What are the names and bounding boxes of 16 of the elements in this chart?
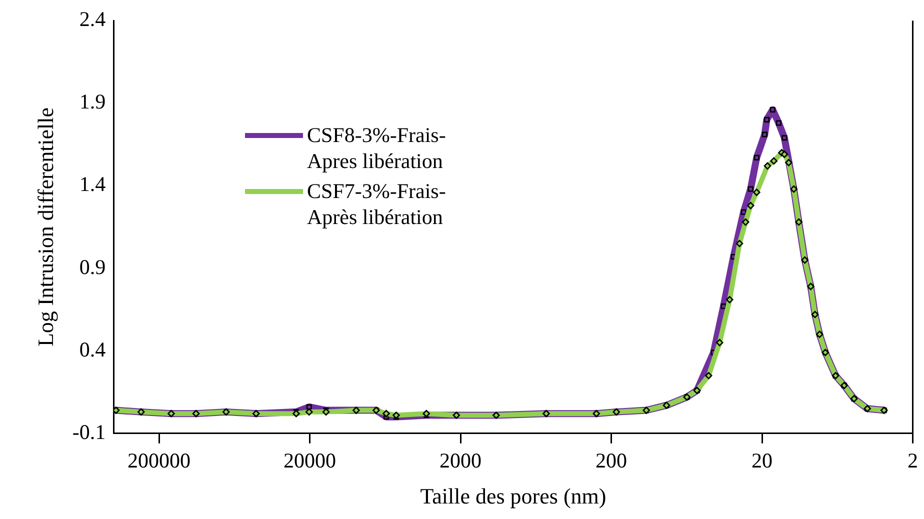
y-tick-label: 1.9 [79,90,106,114]
x-tick-label: 20 [752,448,773,473]
legend-label: CSF8-3%-Frais-Apres libération [307,122,447,174]
x-tick-label: 200 [596,448,628,473]
y-tick-label: 0.4 [79,337,106,362]
x-tick-label: 2000 [440,448,482,473]
x-tick-label: 20000 [284,448,336,473]
y-tick-label: -0.1 [72,420,106,444]
x-tick-label: 2 [908,448,918,473]
y-tick-label: 1.4 [79,172,106,196]
y-tick-label: 0.9 [79,254,106,279]
y-axis-title: Log Intrusion differentielle [32,107,58,347]
x-tick-label: 200000 [128,448,191,473]
legend-label: CSF7-3%-Frais-Après libération [307,178,447,230]
y-tick-label: 2.4 [79,7,106,32]
x-axis-title: Taille des pores (nm) [420,484,606,509]
